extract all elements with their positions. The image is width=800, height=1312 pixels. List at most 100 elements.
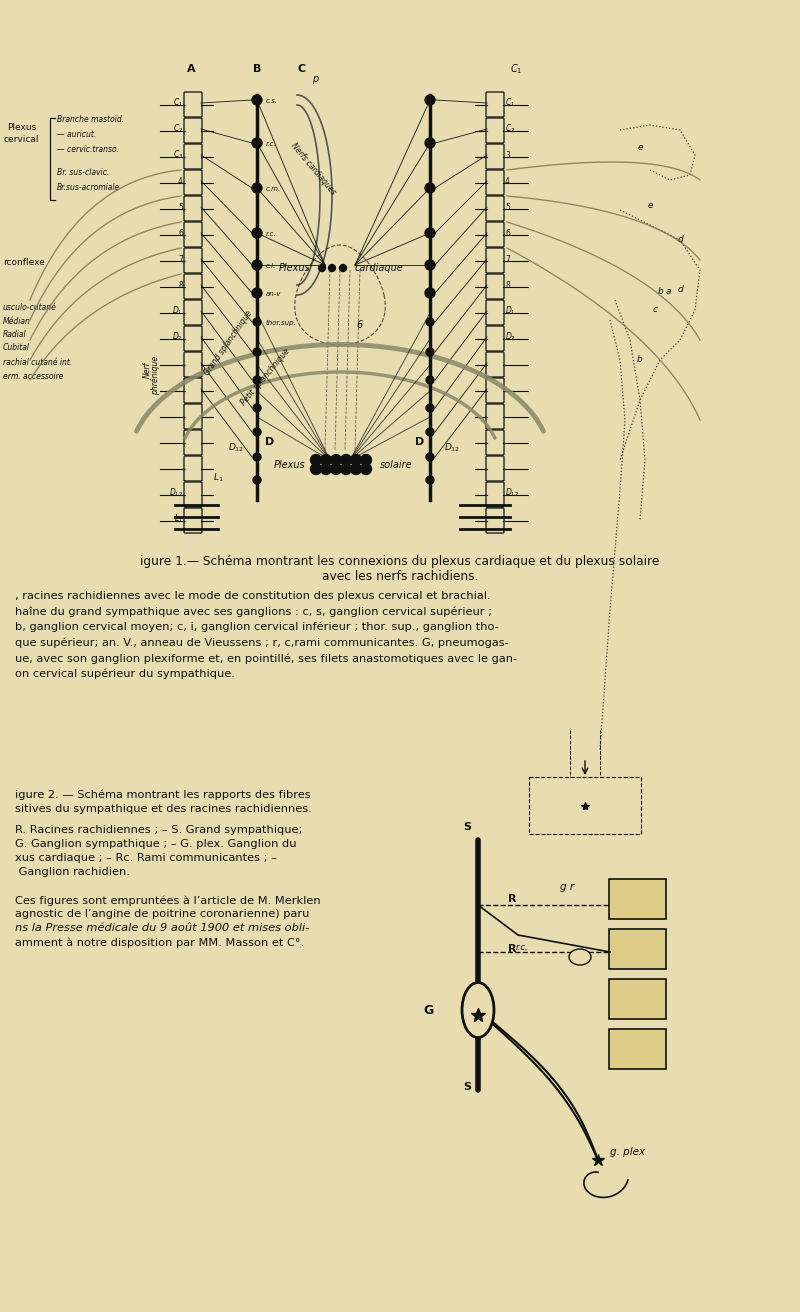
Text: b $a$: b $a$	[658, 285, 673, 295]
FancyBboxPatch shape	[609, 979, 666, 1019]
Text: 6: 6	[178, 228, 183, 237]
Circle shape	[310, 454, 322, 466]
Text: 5: 5	[505, 202, 510, 211]
Text: b: b	[637, 356, 643, 365]
Text: Ces figures sont empruntées à l’article de M. Merklen: Ces figures sont empruntées à l’article …	[15, 895, 321, 905]
Text: igure 2. — Schéma montrant les rapports des fibres: igure 2. — Schéma montrant les rapports …	[15, 790, 310, 800]
FancyBboxPatch shape	[184, 300, 202, 325]
Text: g. plex: g. plex	[610, 1147, 645, 1157]
Circle shape	[252, 182, 262, 193]
Text: A: A	[186, 64, 195, 73]
Text: phrénique: phrénique	[150, 356, 160, 395]
Text: sitives du sympathique et des racines rachidiennes.: sitives du sympathique et des racines ra…	[15, 804, 312, 813]
Text: d: d	[677, 286, 683, 294]
Text: G: G	[423, 1004, 434, 1017]
FancyBboxPatch shape	[184, 118, 202, 143]
Text: S: S	[463, 823, 471, 832]
Text: ns la Presse médicale du 9 août 1900 et mises obli-: ns la Presse médicale du 9 août 1900 et …	[15, 924, 310, 933]
Text: Br.sus-acromiale: Br.sus-acromiale	[57, 182, 120, 192]
Text: r.c.: r.c.	[516, 943, 529, 953]
Circle shape	[426, 428, 434, 436]
FancyBboxPatch shape	[184, 430, 202, 455]
Text: $C_2$: $C_2$	[173, 123, 183, 135]
FancyBboxPatch shape	[486, 482, 504, 506]
Text: $C_2$: $C_2$	[505, 123, 515, 135]
Circle shape	[425, 260, 435, 270]
FancyBboxPatch shape	[486, 274, 504, 299]
Text: rconflexe: rconflexe	[3, 258, 45, 268]
Text: $D_2$: $D_2$	[172, 331, 183, 344]
Text: Branche mastoïd.: Branche mastoïd.	[57, 115, 124, 125]
Text: haîne du grand sympathique avec ses ganglions : c, s, ganglion cervical supérieu: haîne du grand sympathique avec ses gang…	[15, 606, 492, 617]
FancyBboxPatch shape	[184, 482, 202, 506]
Circle shape	[426, 453, 434, 461]
Text: D: D	[415, 437, 425, 447]
Circle shape	[426, 404, 434, 412]
Circle shape	[339, 265, 346, 272]
Text: c.s.: c.s.	[266, 98, 278, 104]
Ellipse shape	[462, 983, 494, 1038]
Circle shape	[252, 289, 262, 298]
Text: Plexus: Plexus	[278, 262, 310, 273]
Text: Nerf: Nerf	[142, 362, 151, 378]
Circle shape	[253, 453, 261, 461]
Circle shape	[425, 228, 435, 237]
FancyBboxPatch shape	[486, 144, 504, 169]
Text: — auricut.: — auricut.	[57, 130, 96, 139]
Text: $D_1$: $D_1$	[505, 304, 516, 318]
Text: 6: 6	[357, 320, 363, 331]
FancyBboxPatch shape	[609, 929, 666, 970]
Circle shape	[253, 318, 261, 325]
Circle shape	[252, 260, 262, 270]
FancyBboxPatch shape	[184, 508, 202, 533]
Text: D: D	[266, 437, 274, 447]
Text: r.c.: r.c.	[266, 140, 277, 147]
Text: B: B	[253, 64, 261, 73]
Text: $C_1$: $C_1$	[505, 97, 515, 109]
FancyBboxPatch shape	[609, 1029, 666, 1069]
FancyBboxPatch shape	[486, 508, 504, 533]
Text: $D_{12}$: $D_{12}$	[169, 487, 183, 500]
Circle shape	[425, 289, 435, 298]
Circle shape	[426, 348, 434, 356]
FancyBboxPatch shape	[486, 195, 504, 220]
Text: $C_1$: $C_1$	[173, 97, 183, 109]
Circle shape	[425, 94, 435, 105]
Text: , racines rachidiennes avec le mode de constitution des plexus cervical et brach: , racines rachidiennes avec le mode de c…	[15, 590, 490, 601]
FancyBboxPatch shape	[486, 430, 504, 455]
FancyBboxPatch shape	[184, 171, 202, 195]
Text: $L_1$: $L_1$	[174, 513, 183, 525]
Circle shape	[330, 454, 342, 466]
Circle shape	[426, 377, 434, 384]
Text: G. Ganglion sympathique ; – G. plex. Ganglion du: G. Ganglion sympathique ; – G. plex. Gan…	[15, 838, 297, 849]
Circle shape	[318, 265, 326, 272]
Text: on cervical supérieur du sympathique.: on cervical supérieur du sympathique.	[15, 669, 235, 680]
Circle shape	[341, 463, 351, 475]
Text: solaire: solaire	[380, 461, 413, 470]
FancyBboxPatch shape	[529, 777, 641, 834]
FancyBboxPatch shape	[486, 404, 504, 429]
Text: — cervic.transo.: — cervic.transo.	[57, 146, 119, 154]
Text: r.c.: r.c.	[266, 231, 277, 237]
Text: g r: g r	[560, 882, 574, 892]
Circle shape	[321, 454, 331, 466]
Text: 8: 8	[505, 281, 510, 290]
Circle shape	[252, 138, 262, 148]
Text: R: R	[508, 893, 517, 904]
Text: 8: 8	[178, 281, 183, 290]
Text: d: d	[677, 235, 683, 244]
Text: Cubital: Cubital	[3, 342, 30, 352]
Circle shape	[361, 454, 371, 466]
FancyBboxPatch shape	[486, 457, 504, 482]
Circle shape	[329, 265, 335, 272]
Text: $D_1$: $D_1$	[172, 304, 183, 318]
Circle shape	[341, 454, 351, 466]
Circle shape	[253, 476, 261, 484]
Text: cervical: cervical	[3, 135, 38, 144]
Text: an-v: an-v	[266, 291, 282, 297]
Text: xus cardiaque ; – Rc. Rami communicantes ; –: xus cardiaque ; – Rc. Rami communicantes…	[15, 853, 277, 863]
FancyBboxPatch shape	[184, 195, 202, 220]
Text: ue, avec son ganglion plexiforme et, en pointillé, ses filets anastomotiques ave: ue, avec son ganglion plexiforme et, en …	[15, 653, 517, 664]
Text: c.m.: c.m.	[266, 186, 282, 192]
Circle shape	[425, 182, 435, 193]
